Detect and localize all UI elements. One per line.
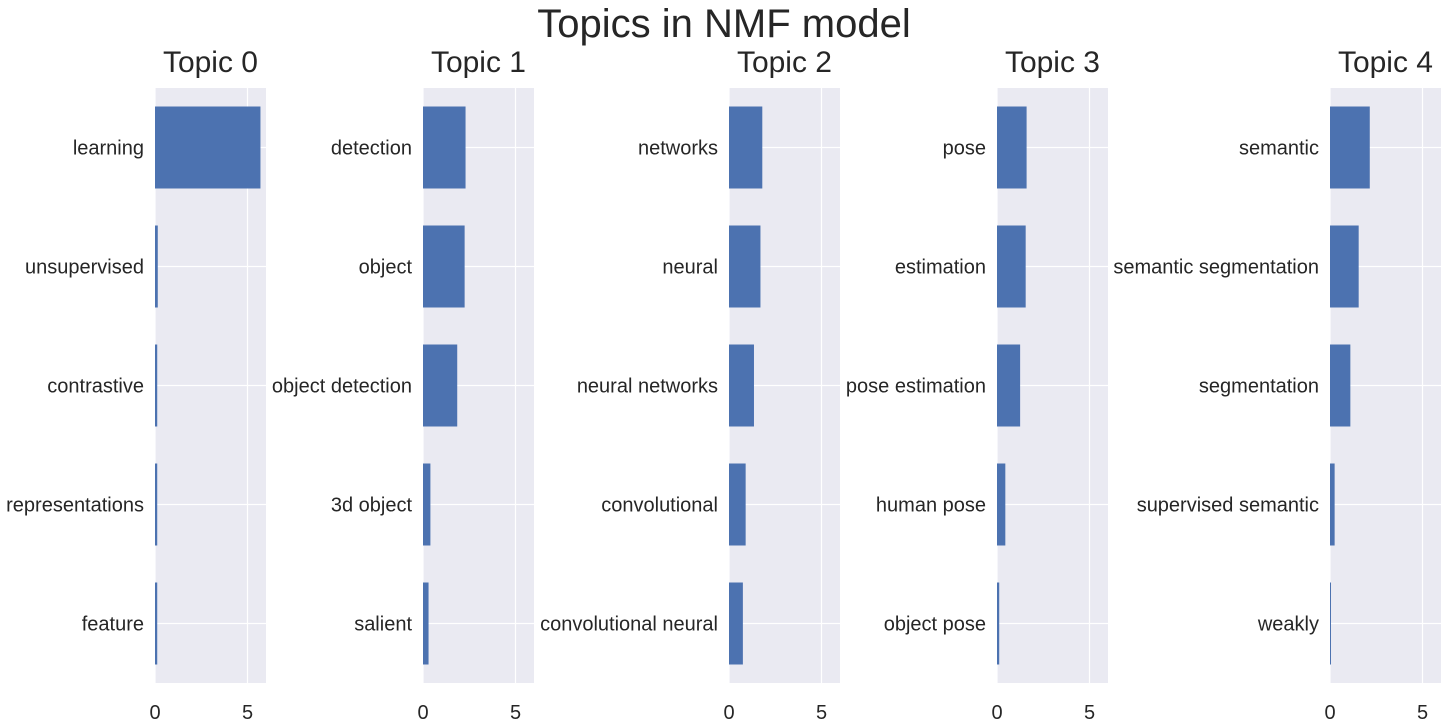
bar-5 — [423, 582, 429, 665]
bar-1 — [729, 106, 763, 189]
category-label: neural — [662, 257, 718, 279]
category-label: convolutional — [601, 495, 718, 517]
bar-2 — [997, 225, 1026, 308]
topic-panel: networks neural neural networks convolution… — [540, 46, 840, 724]
topic-panel: detection object object detection 3d object… — [272, 46, 534, 724]
category-label: estimation — [895, 257, 986, 279]
category-label: human pose — [876, 495, 986, 517]
category-label: contrastive — [47, 376, 144, 398]
x-tick-label: 0 — [149, 702, 160, 724]
x-tick-label: 0 — [991, 702, 1002, 724]
x-tick-label: 5 — [1417, 702, 1428, 724]
category-label: 3d object — [331, 495, 413, 517]
bar-4 — [997, 463, 1006, 546]
x-tick-label: 5 — [816, 702, 827, 724]
bar-3 — [155, 344, 158, 427]
category-label: pose estimation — [846, 376, 986, 398]
bar-4 — [423, 463, 431, 546]
x-tick-label: 5 — [242, 702, 253, 724]
bar-1 — [1330, 106, 1370, 189]
bar-4 — [729, 463, 746, 546]
category-label: unsupervised — [25, 257, 144, 279]
bar-5 — [729, 582, 743, 665]
bar-3 — [1330, 344, 1351, 427]
bar-1 — [423, 106, 466, 189]
bar-2 — [155, 225, 158, 308]
category-label: supervised semantic — [1137, 495, 1319, 517]
x-tick-label: 5 — [510, 702, 521, 724]
bar-2 — [423, 225, 465, 308]
bar-5 — [997, 582, 1000, 665]
panel-title: Topic 2 — [737, 46, 832, 79]
x-tick-label: 0 — [417, 702, 428, 724]
bar-3 — [997, 344, 1021, 427]
category-label: semantic segmentation — [1113, 257, 1319, 279]
bar-1 — [155, 106, 261, 189]
bar-3 — [423, 344, 458, 427]
bar-2 — [729, 225, 761, 308]
category-label: feature — [82, 614, 144, 636]
panel-title: Topic 0 — [163, 46, 258, 79]
bar-3 — [729, 344, 754, 427]
category-label: object — [359, 257, 413, 279]
category-label: representations — [6, 495, 144, 517]
bar-5 — [155, 582, 158, 665]
bar-5 — [1330, 582, 1331, 665]
category-label: pose — [943, 138, 986, 160]
category-label: networks — [638, 138, 718, 160]
bar-4 — [155, 463, 158, 546]
category-label: convolutional neural — [540, 614, 718, 636]
category-label: neural networks — [577, 376, 718, 398]
x-tick-label: 5 — [1084, 702, 1095, 724]
topic-panels: learning unsupervised contrastive represent… — [6, 46, 1441, 724]
category-label: learning — [73, 138, 144, 160]
category-label: weakly — [1257, 614, 1319, 636]
topic-panel: learning unsupervised contrastive represent… — [6, 46, 266, 724]
figure-title: Topics in NMF model — [537, 2, 910, 46]
category-label: segmentation — [1199, 376, 1319, 398]
panel-title: Topic 3 — [1005, 46, 1100, 79]
x-tick-label: 0 — [1324, 702, 1335, 724]
panel-title: Topic 4 — [1338, 46, 1433, 79]
bar-4 — [1330, 463, 1335, 546]
topic-panel: semantic semantic segmentation segmentatio… — [1113, 46, 1441, 724]
category-label: salient — [354, 614, 412, 636]
category-label: semantic — [1239, 138, 1319, 160]
category-label: object pose — [884, 614, 986, 636]
category-label: object detection — [272, 376, 412, 398]
x-tick-label: 0 — [723, 702, 734, 724]
panel-title: Topic 1 — [431, 46, 526, 79]
bar-2 — [1330, 225, 1359, 308]
topic-panel: pose estimation pose estimation human pose o… — [846, 46, 1108, 724]
bar-1 — [997, 106, 1027, 189]
category-label: detection — [331, 138, 412, 160]
